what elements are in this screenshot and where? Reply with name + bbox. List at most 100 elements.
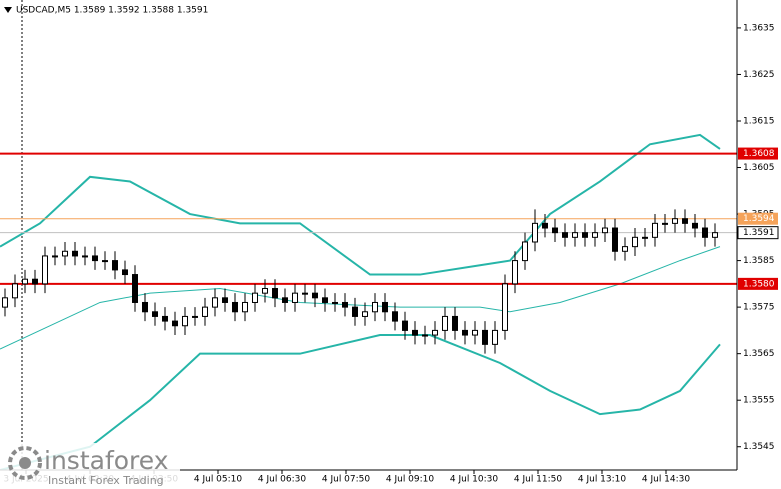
candle-body [432,329,438,336]
price-level-tag [738,277,778,290]
candle-body [642,236,648,239]
candle-body [32,278,38,285]
candle-body [172,320,178,327]
candle-body [672,218,678,224]
candle-body [192,315,198,318]
y-tick-label: 1.3615 [743,116,775,126]
x-tick-label: 4 Jul 14:30 [642,475,691,485]
y-tick-label: 1.3565 [743,349,775,359]
candle-body [622,246,628,252]
watermark-brand: instaforex [44,446,169,475]
y-tick-label: 1.3555 [743,396,775,406]
candle-body [442,315,448,331]
chart-title: USDCAD,M5 1.3589 1.3592 1.3588 1.3591 [16,6,208,16]
candle-body [522,241,528,262]
candle-body [72,250,78,257]
candle-body [62,250,68,257]
candle-body [582,232,588,238]
y-tick-label: 1.3575 [743,303,775,313]
candle-body [342,301,348,308]
price-level-label: 1.3608 [743,149,775,159]
candle-body [232,301,238,313]
candle-body [142,301,148,313]
candle-body [662,222,668,225]
candle-body [552,227,558,234]
candle-body [462,329,468,336]
candle-body [502,283,508,331]
candle-body [712,232,718,238]
watermark: instaforex Instant Forex Trading [0,443,180,489]
x-tick-label: 4 Jul 10:30 [450,475,499,485]
candle-body [362,311,368,317]
watermark-logo [8,446,42,480]
bollinger-band [0,334,721,470]
candle-body [282,297,288,303]
x-tick-label: 4 Jul 13:10 [578,475,627,485]
y-tick-label: 1.3625 [743,70,775,80]
candle-body [12,283,18,299]
candle-body [402,320,408,331]
candle-body [632,236,638,248]
candle-body [102,260,108,263]
candle-body [452,315,458,331]
candle-body [262,288,268,294]
candle-body [682,218,688,224]
y-tick-label: 1.3605 [743,163,775,173]
candle-body [22,278,28,285]
candle-body [222,297,228,303]
x-tick-label: 4 Jul 06:30 [258,475,307,485]
candle-body [162,315,168,322]
candle-body [352,306,358,317]
candle-body [512,260,518,285]
candle-body [542,222,548,229]
price-level-tag [738,212,778,225]
candle-body [612,227,618,252]
candle-body [82,255,88,258]
price-level-tag [737,226,779,240]
candle-body [602,227,608,234]
candle-body [2,297,8,308]
candle-body [382,301,388,313]
x-tick-label: 4 Jul 11:50 [514,475,563,485]
candle-body [392,311,398,322]
bollinger-band [0,133,721,276]
candle-body [272,288,278,299]
candle-body [252,292,258,303]
price-level-tag [738,147,778,160]
candle-body [422,334,428,337]
watermark-tagline: Instant Forex Trading [48,474,164,487]
candle-body [182,315,188,327]
candle-body [652,222,658,238]
candle-body [692,222,698,229]
x-tick-label: 4 Jul 05:10 [194,475,243,485]
candle-body [302,292,308,295]
y-tick-label: 1.3585 [743,256,775,266]
candle-body [592,232,598,238]
candle-body [122,269,128,276]
candle-body [322,297,328,303]
candle-body [472,329,478,336]
candle-body [412,329,418,336]
dropdown-icon [4,7,12,13]
candle-body [332,301,338,304]
candle-body [562,232,568,238]
watermark-logo-core [19,457,31,469]
candle-body [52,255,58,258]
candle-body [492,329,498,345]
candle-body [212,297,218,308]
bollinger-band [0,246,721,350]
y-tick-label: 1.3545 [743,442,775,452]
candle-body [372,301,378,313]
candle-body [242,301,248,313]
candle-body [152,311,158,317]
x-tick-label: 4 Jul 07:50 [322,475,371,485]
candle-body [292,292,298,303]
candle-body [482,329,488,345]
x-tick-label: 4 Jul 09:10 [386,475,435,485]
candle-body [312,292,318,299]
plot-area [0,0,737,470]
candle-body [112,260,118,271]
price-level-label: 1.3580 [743,279,775,289]
